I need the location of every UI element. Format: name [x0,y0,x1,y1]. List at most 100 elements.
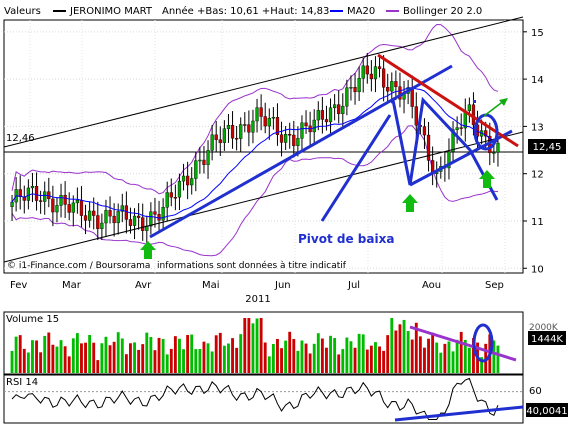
candle-body [422,126,427,136]
rsi-badge: 40,0041 [526,406,567,417]
volume-bar [239,334,243,373]
volume-bar [235,347,239,373]
volume-bar [47,332,51,373]
volume-bar [455,339,459,373]
candle-body [345,87,349,107]
annotation-pivot: Pivot de baixa [298,232,394,246]
x-axis-year: 2011 [245,294,270,305]
candle-body [239,124,243,139]
header-stock-name: JERONIMO MART [69,6,153,17]
candle-body [279,134,284,143]
volume-bar [390,318,394,373]
month-label-jun: Jun [274,280,291,291]
pivot-zigzag [391,96,499,201]
volume-bar [431,332,435,373]
volume-bar [247,318,251,373]
month-label-sep: Sep [485,280,504,291]
volume-bar [14,336,18,373]
candle-body [194,160,198,179]
volume-bar [63,346,67,373]
bollinger-upper-band [11,24,499,195]
volume-bar [214,335,218,373]
volume-bar [67,356,71,373]
ma20-line [11,87,499,219]
volume-bar [259,318,263,373]
volume-bar [316,333,320,373]
green-up-arrow-head [499,98,508,106]
rsi-badge-bg [526,403,568,417]
volume-bar [124,354,128,373]
volume-bar [129,343,132,373]
candle-body [230,125,235,139]
candle-body [87,210,92,221]
month-label-jul: Jul [347,280,360,291]
volume-bar [267,356,271,373]
candle-body [18,189,22,197]
candle-body [214,134,218,140]
candle-body [451,129,455,152]
volume-bar [202,341,206,373]
volume-bar [104,336,108,373]
volume-bar [312,343,316,373]
candle-body [320,110,325,120]
volume-bar [333,338,337,373]
candle-body [185,175,190,186]
volume-bar [304,343,308,373]
candle-body [414,106,418,126]
rsi-title: RSI 14 [6,377,38,388]
volume-bar [31,340,34,373]
volume-bar [472,338,475,373]
channel-lower-line [3,131,524,263]
volume-bar [341,349,345,373]
month-label-fev: Fev [10,280,27,291]
volume-bar [100,343,104,373]
volume-bar [402,319,406,373]
volume-bar [80,343,83,373]
candle-body [190,178,194,186]
candle-body [234,138,239,140]
volume-bar [382,350,386,373]
candle-body [161,207,165,221]
candle-body [369,73,374,80]
volume-bar [451,351,455,373]
candle-body [177,180,182,198]
candle-body [75,199,80,204]
candle-body [312,119,316,133]
candle-body [67,204,71,213]
candle-body [104,210,108,224]
candle-body [79,199,84,216]
candle-body [169,192,173,198]
candle-body [337,104,341,114]
volume-bar [418,336,422,373]
candle-body [71,202,75,213]
candle-body [30,186,35,189]
volume-bar [292,338,296,373]
candle-body [283,134,288,143]
candle-body [328,107,333,123]
candle-body [316,110,320,121]
candle-body [92,210,96,216]
volume-bar [325,347,328,373]
candle-body [206,150,210,165]
candle-body [222,128,227,143]
volume-bar [231,338,234,373]
volume-bar [394,330,398,373]
candle-body [210,134,214,151]
volume-bar [271,343,275,373]
volume-bar [447,341,451,373]
candle-body [484,130,488,137]
volume-bar [157,337,161,373]
volume-bar [280,348,283,373]
volume-bar [137,349,141,373]
candle-body [153,211,157,215]
last-price-badge: 12,45 [533,142,562,153]
price-tick-label: 11 [531,217,544,228]
candle-body [43,191,47,202]
volume-bar [59,340,63,373]
volume-bar [284,340,288,373]
volume-bar [251,323,255,373]
candle-body [165,192,169,208]
volume-bar [492,340,496,373]
volume-bar [161,338,165,373]
